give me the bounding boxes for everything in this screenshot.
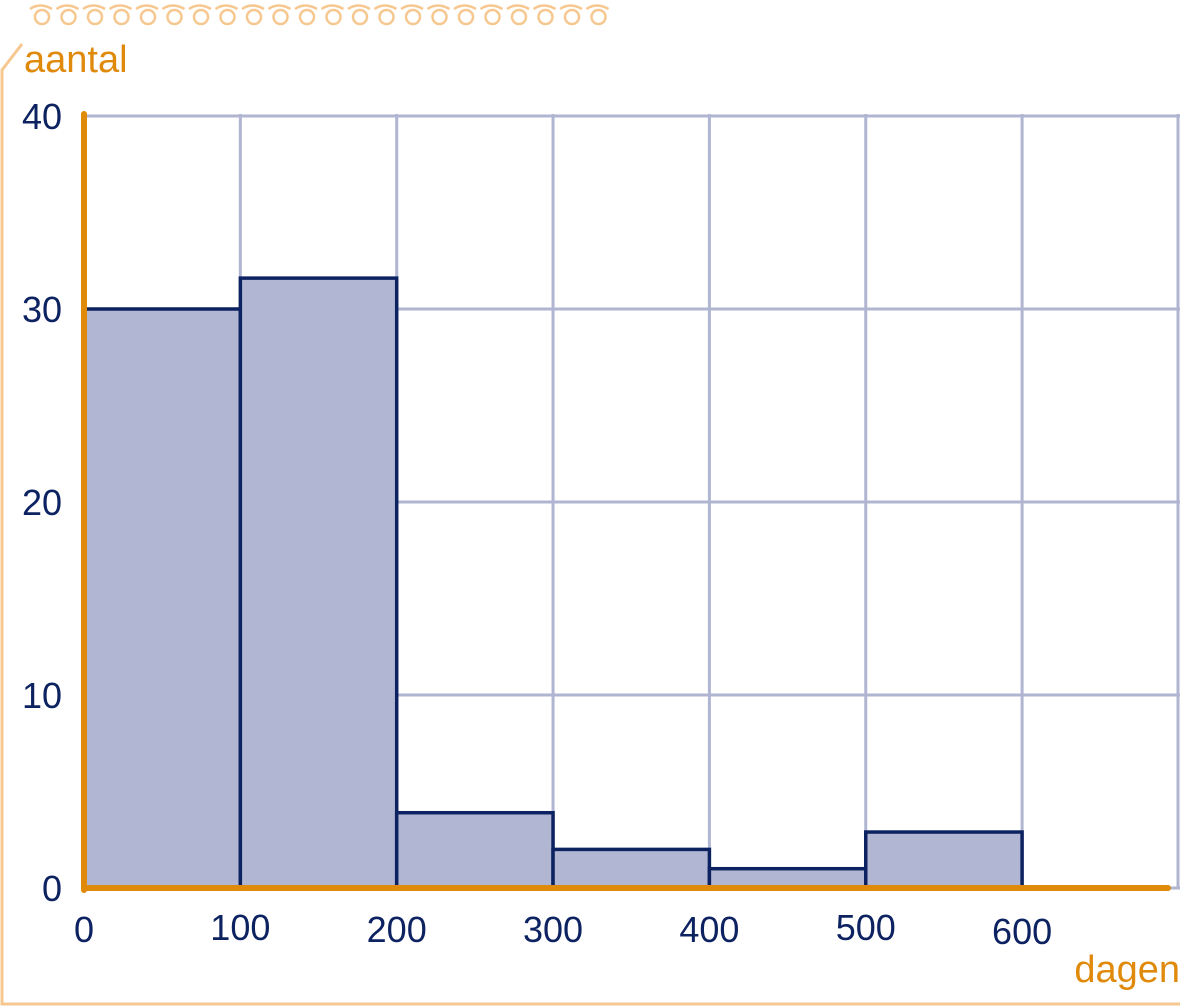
- spiral-hook: [479, 4, 504, 11]
- x-tick-label: 100: [210, 907, 270, 948]
- spiral-hook: [294, 4, 318, 11]
- spiral-ring: [590, 8, 607, 26]
- spiral-ring: [272, 8, 289, 26]
- spiral-hook: [532, 4, 557, 11]
- y-tick-label: 20: [22, 482, 62, 523]
- spiral-hook: [29, 4, 53, 11]
- spiral-hook: [82, 4, 106, 11]
- spiral-hook: [373, 4, 398, 11]
- spiral-ring: [139, 8, 157, 26]
- x-tick-labels: 0 100 200 300 400 500 600: [74, 907, 1052, 952]
- spiral-ring: [457, 8, 475, 26]
- spiral-hook: [400, 4, 424, 11]
- spiral-ring: [537, 8, 554, 26]
- x-axis-title: dagen: [1074, 949, 1180, 991]
- spiral-ring: [404, 8, 422, 26]
- spiral-hook: [506, 4, 530, 11]
- y-tick-label: 0: [42, 868, 62, 909]
- y-tick-label: 10: [22, 675, 62, 716]
- x-tick-label: 300: [523, 909, 583, 950]
- spiral-hook: [241, 4, 265, 11]
- spiral-hook: [585, 4, 610, 11]
- spiral-hook: [55, 4, 80, 11]
- spiral-hook: [161, 4, 186, 11]
- spiral-hook: [320, 4, 345, 11]
- histogram-bar: [864, 830, 1024, 890]
- y-axis-title: aantal: [24, 39, 128, 81]
- frame-border: [0, 43, 1180, 1006]
- spiral-ring: [431, 8, 448, 26]
- spiral-ring: [113, 8, 130, 26]
- bars: [82, 276, 1024, 890]
- axes: [81, 111, 1171, 893]
- spiral-ring: [351, 8, 369, 26]
- x-tick-label: 0: [74, 909, 94, 950]
- histogram-bar: [394, 810, 555, 890]
- spiral-ring: [325, 8, 342, 26]
- histogram-bar: [551, 847, 712, 890]
- spiral-ring: [298, 8, 316, 26]
- spiral-ring: [219, 8, 236, 26]
- histogram-bar: [238, 276, 399, 890]
- x-tick-label: 500: [836, 907, 896, 948]
- spiral-ring: [192, 8, 210, 26]
- spiral-hook: [347, 4, 371, 11]
- y-tick-label: 40: [22, 96, 62, 137]
- x-tick-label: 200: [367, 909, 427, 950]
- y-tick-labels: 0 10 20 30 40: [22, 96, 62, 909]
- spiral-hook: [214, 4, 239, 11]
- spiral-ring: [86, 8, 104, 26]
- histogram-bar: [82, 307, 243, 890]
- spiral-ring: [484, 8, 501, 26]
- spiral-hook: [188, 4, 212, 11]
- spiral-ring: [166, 8, 183, 26]
- spiral-hook: [267, 4, 292, 11]
- spiral-ring: [60, 8, 77, 26]
- spiral-ring: [378, 8, 395, 26]
- y-tick-label: 30: [22, 289, 62, 330]
- spiral-hook: [559, 4, 583, 11]
- spiral-ring: [510, 8, 528, 26]
- notebook-frame: [0, 4, 1180, 1006]
- spiral-hook: [453, 4, 477, 11]
- spiral-hook: [426, 4, 451, 11]
- spiral-hook: [135, 4, 159, 11]
- spiral-ring: [563, 8, 581, 26]
- spiral-hook: [108, 4, 133, 11]
- x-tick-label: 600: [992, 911, 1052, 952]
- x-tick-label: 400: [679, 909, 739, 950]
- spiral-ring: [245, 8, 263, 26]
- spiral-ring: [33, 8, 51, 26]
